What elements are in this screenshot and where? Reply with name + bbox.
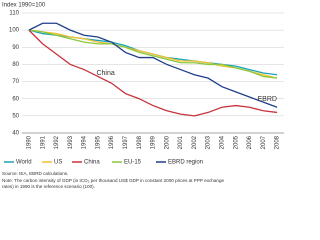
y-tick-label: 40 — [12, 131, 19, 137]
line — [28, 29, 278, 79]
legend-label: EBRD region — [168, 160, 203, 166]
y-tick-label: 60 — [12, 96, 19, 102]
annotation: China — [96, 70, 114, 77]
legend-label: US — [54, 160, 62, 166]
x-tick-label: 1998 — [137, 135, 143, 149]
x-tick-label: 1990 — [26, 135, 32, 149]
legend-label: World — [16, 160, 32, 166]
x-tick-label: 1997 — [123, 135, 129, 149]
x-tick-label: 1992 — [54, 135, 60, 149]
x-tick-label: 2001 — [178, 135, 184, 149]
x-tick-label: 2007 — [261, 135, 267, 149]
x-tick-label: 1995 — [95, 135, 101, 149]
x-tick-label: 2006 — [247, 135, 253, 149]
x-tick-label: 2000 — [164, 135, 170, 149]
line — [28, 29, 278, 117]
x-tick-label: 1996 — [109, 135, 115, 149]
line — [28, 29, 278, 76]
note: Note: The carbon intensity of GDP (in tC… — [2, 178, 225, 183]
y-tick-label: 110 — [9, 11, 19, 17]
legend-label: China — [84, 160, 100, 166]
x-tick-label: 2002 — [192, 135, 198, 149]
x-tick-label: 1991 — [40, 135, 46, 149]
line — [28, 22, 278, 108]
axis-title: Index 1990=100 — [2, 3, 46, 9]
source: Source: IEA, EBRD calculations. — [2, 171, 68, 176]
y-tick-label: 50 — [12, 113, 19, 119]
x-tick-label: 2003 — [206, 135, 212, 149]
annotation: EBRD — [258, 96, 277, 103]
y-tick-label: 100 — [9, 28, 20, 34]
x-tick-label: 2005 — [233, 135, 239, 149]
x-tick-label: 2008 — [275, 135, 281, 149]
note: rates) in 1990 is the reference scenario… — [2, 184, 95, 189]
y-tick-label: 90 — [12, 45, 19, 51]
chart: Index 1990=100 40 50 60 70 80 90 100 110 1990 199… — [2, 3, 284, 189]
y-tick-label: 70 — [12, 79, 19, 85]
y-tick-label: 80 — [12, 62, 19, 68]
x-tick-label: 2004 — [220, 135, 226, 149]
x-tick-label: 1999 — [151, 135, 157, 149]
x-tick-label: 1994 — [82, 135, 88, 149]
x-tick-label: 1993 — [68, 135, 74, 149]
legend-label: EU-15 — [124, 160, 142, 166]
